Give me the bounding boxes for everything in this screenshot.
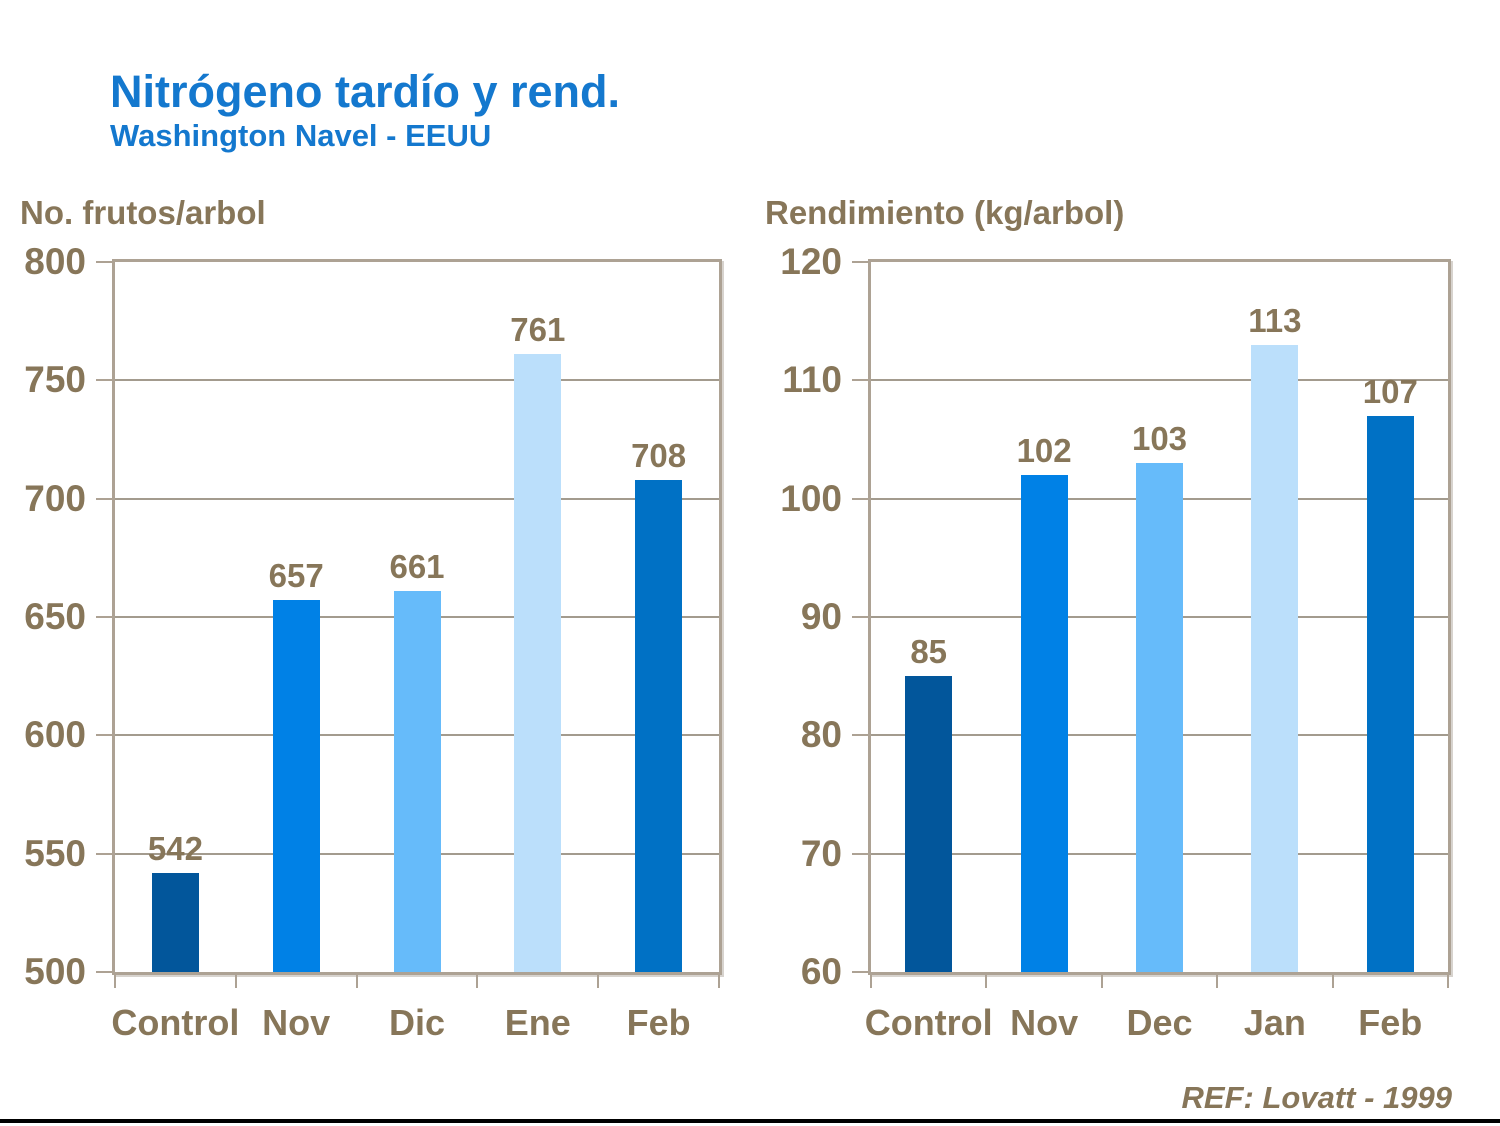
bar-control (152, 872, 199, 972)
bar-control (905, 676, 952, 972)
y-axis-tick (96, 971, 112, 973)
x-axis-tick (355, 975, 358, 988)
x-axis-tick (1216, 975, 1219, 988)
x-axis-label: Control (864, 1002, 993, 1043)
y-axis-tick (96, 261, 112, 263)
gridline (115, 497, 719, 500)
x-axis-label: Feb (626, 1002, 691, 1043)
bar-value-label: 102 (1016, 432, 1072, 469)
left-chart-axis-title: No. frutos/arbol (20, 194, 266, 231)
x-axis-tick (718, 975, 720, 988)
bar-value-label: 657 (268, 557, 324, 595)
gridline (115, 379, 719, 382)
x-axis-tick (1447, 975, 1449, 988)
bottom-divider-line (0, 1119, 1500, 1123)
x-axis-label: Control (111, 1002, 240, 1043)
y-axis-label: 60 (800, 951, 842, 992)
y-axis-label: 100 (780, 477, 842, 519)
y-axis-tick (852, 261, 868, 263)
x-axis-label: Dec (1126, 1002, 1193, 1043)
y-axis-tick (852, 497, 868, 500)
bar-value-label: 542 (147, 829, 203, 867)
bar-value-label: 761 (510, 311, 566, 349)
bar-ene (514, 354, 561, 972)
y-axis-tick (96, 497, 112, 500)
y-axis-tick (852, 971, 868, 973)
y-axis-label: 90 (800, 596, 842, 637)
y-axis-tick (852, 616, 868, 618)
x-axis-tick (114, 975, 116, 988)
bar-dic (394, 590, 441, 972)
x-axis-label: Jan (1243, 1002, 1306, 1043)
y-axis-tick (852, 379, 868, 382)
y-axis-tick (852, 852, 868, 855)
bar-value-label: 708 (631, 436, 687, 474)
bar-value-label: 661 (389, 547, 445, 585)
y-axis-tick (96, 734, 112, 737)
x-axis-tick (985, 975, 988, 988)
y-axis-label: 500 (24, 951, 86, 992)
y-axis-label: 110 (782, 359, 842, 401)
y-axis-tick (852, 734, 868, 737)
y-axis-label: 120 (780, 241, 842, 282)
reference-text: REF: Lovatt - 1999 (1181, 1080, 1452, 1115)
bar-value-label: 85 (910, 633, 948, 671)
x-axis-label: Nov (1010, 1002, 1079, 1043)
bar-value-label: 113 (1248, 301, 1302, 339)
x-axis-tick (597, 975, 600, 988)
bar-dec (1136, 463, 1183, 972)
x-axis-label: Nov (262, 1002, 331, 1043)
bar-feb (1367, 415, 1414, 972)
bar-feb (635, 479, 682, 972)
y-axis-label: 80 (800, 714, 842, 756)
x-axis-tick (1331, 975, 1334, 988)
right-chart-axis-title: Rendimiento (kg/arbol) (765, 194, 1125, 231)
bar-nov (273, 600, 320, 972)
x-axis-tick (234, 975, 237, 988)
y-axis-tick (96, 379, 112, 382)
x-axis-label: Ene (504, 1002, 571, 1043)
slide-title: Nitrógeno tardío y rend. (110, 66, 621, 117)
bar-value-label: 103 (1131, 420, 1188, 458)
bar-jan (1251, 344, 1298, 972)
y-axis-label: 800 (24, 241, 86, 282)
y-axis-label: 550 (24, 832, 86, 874)
gridline (871, 379, 1448, 382)
bar-nov (1021, 475, 1068, 972)
y-axis-tick (96, 616, 112, 618)
x-axis-tick (1100, 975, 1103, 988)
slide-subtitle: Washington Navel - EEUU (110, 118, 492, 153)
y-axis-label: 600 (24, 714, 86, 756)
y-axis-label: 70 (800, 832, 842, 874)
x-axis-tick (870, 975, 872, 988)
x-axis-tick (476, 975, 479, 988)
x-axis-label: Dic (388, 1002, 446, 1043)
y-axis-label: 650 (24, 596, 86, 637)
y-axis-label: 750 (24, 359, 86, 401)
bar-value-label: 107 (1362, 372, 1418, 410)
x-axis-label: Feb (1358, 1002, 1423, 1043)
y-axis-tick (96, 852, 112, 855)
y-axis-label: 700 (24, 477, 86, 519)
